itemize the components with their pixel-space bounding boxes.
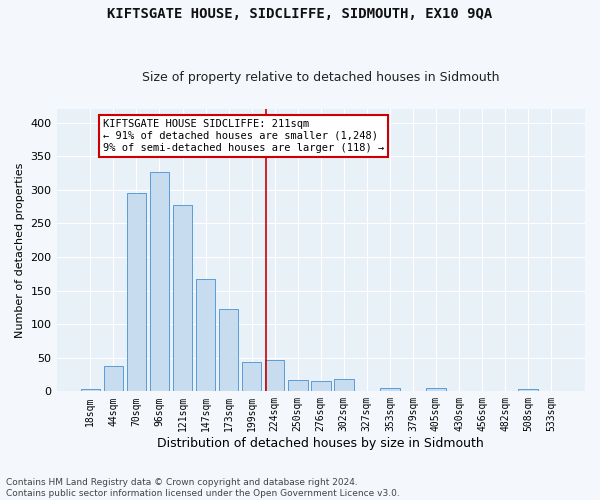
Bar [149, 172, 169, 392]
Bar [265, 360, 284, 392]
Bar [518, 390, 538, 392]
Text: Contains HM Land Registry data © Crown copyright and database right 2024.
Contai: Contains HM Land Registry data © Crown c… [6, 478, 400, 498]
Bar [311, 380, 331, 392]
Bar [173, 204, 193, 392]
Bar [219, 310, 238, 392]
Y-axis label: Number of detached properties: Number of detached properties [15, 162, 25, 338]
Bar [80, 390, 100, 392]
X-axis label: Distribution of detached houses by size in Sidmouth: Distribution of detached houses by size … [157, 437, 484, 450]
Bar [104, 366, 123, 392]
Bar [334, 378, 353, 392]
Text: KIFTSGATE HOUSE SIDCLIFFE: 211sqm
← 91% of detached houses are smaller (1,248)
9: KIFTSGATE HOUSE SIDCLIFFE: 211sqm ← 91% … [103, 120, 384, 152]
Text: KIFTSGATE HOUSE, SIDCLIFFE, SIDMOUTH, EX10 9QA: KIFTSGATE HOUSE, SIDCLIFFE, SIDMOUTH, EX… [107, 8, 493, 22]
Bar [196, 278, 215, 392]
Bar [472, 390, 492, 392]
Title: Size of property relative to detached houses in Sidmouth: Size of property relative to detached ho… [142, 72, 500, 85]
Bar [426, 388, 446, 392]
Bar [242, 362, 262, 392]
Bar [127, 192, 146, 392]
Bar [288, 380, 308, 392]
Bar [380, 388, 400, 392]
